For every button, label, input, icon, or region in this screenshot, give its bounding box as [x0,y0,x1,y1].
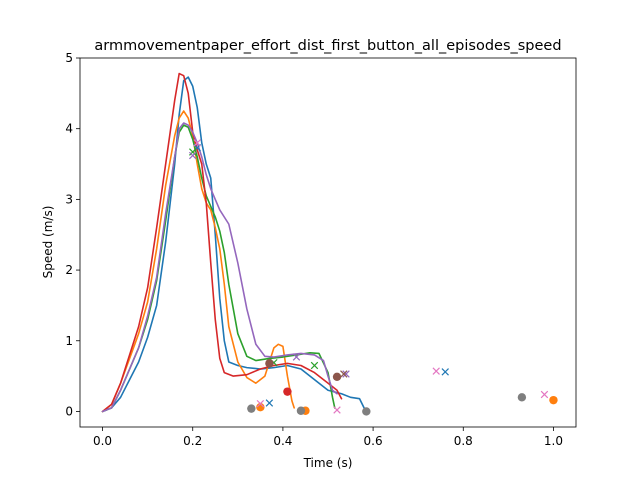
x-marker-stroke [265,399,274,407]
x-marker-stroke [189,151,197,160]
x-marker-stroke [340,370,348,378]
dot-marker [283,387,292,396]
y-tick-label: 0 [65,404,73,418]
x-marker [342,370,350,378]
dot-marker [247,404,256,413]
x-marker [333,406,341,414]
dot-marker [517,393,527,402]
y-tick-label: 2 [65,263,73,277]
x-marker-stroke [333,406,341,414]
x-tick-label: 0.6 [364,434,383,448]
x-marker [292,353,301,361]
x-axis: 0.0 0.2 0.4 0.6 0.8 1.0 [93,427,563,448]
x-marker [441,368,449,376]
dot-marker [549,395,558,405]
x-tick-label: 0.0 [93,434,112,448]
y-tick-label: 1 [65,334,73,348]
x-marker-stroke [540,390,549,399]
dot-marker [332,372,342,382]
y-tick-label: 4 [65,122,73,136]
x-marker-stroke [256,399,265,408]
x-tick-label: 0.4 [273,434,292,448]
plot-frame [79,57,577,428]
series-line-1 [101,76,365,413]
chart-title: armmovementpaper_effort_dist_first_butto… [94,38,561,54]
x-marker-stroke [441,368,449,376]
x-marker [256,399,265,408]
x-tick-label: 0.8 [454,434,473,448]
dot-marker [265,359,274,368]
x-tick-label: 0.2 [183,434,202,448]
series-line-5 [101,122,338,413]
x-marker-stroke [193,139,201,147]
x-marker [310,361,319,370]
x-marker [189,148,197,156]
x-axis-label: Time (s) [303,456,353,470]
y-axis: 0 1 2 3 4 5 [65,51,80,418]
y-axis-label: Speed (m/s) [41,206,55,279]
x-marker [432,367,440,375]
x-marker [265,399,274,407]
x-marker [540,390,549,399]
x-marker-stroke [342,370,350,378]
x-tick-label: 1.0 [544,434,563,448]
dot-marker [296,406,306,415]
x-marker [189,151,197,160]
y-tick-label: 5 [65,51,73,65]
marker-layer [189,139,558,416]
x-marker-stroke [310,361,319,370]
series-line-4 [101,72,343,413]
y-tick-label: 3 [65,192,73,206]
x-marker-stroke [189,148,197,156]
x-marker-stroke [292,353,301,361]
dot-marker [362,407,371,416]
x-marker [193,139,201,147]
x-marker-stroke [432,367,440,375]
x-marker [340,370,348,378]
